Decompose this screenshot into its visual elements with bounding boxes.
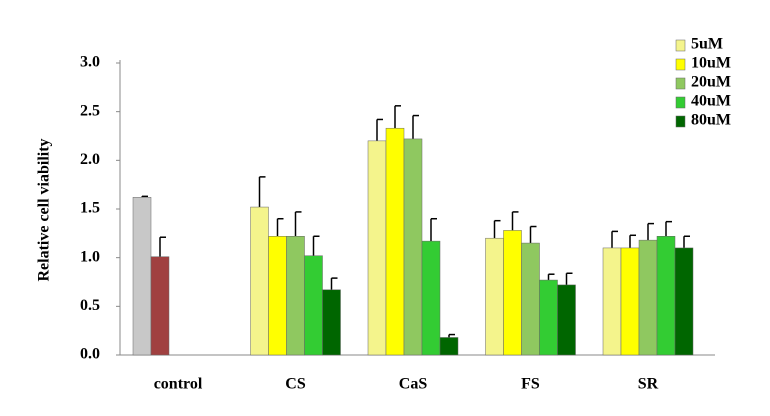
y-tick-label: 2.0 [80, 151, 100, 168]
bar [557, 284, 576, 356]
bar [403, 138, 423, 356]
bar [485, 237, 504, 356]
bar [503, 230, 522, 356]
y-tick-label: 0.5 [80, 297, 100, 314]
bar [132, 197, 152, 356]
bar [304, 255, 323, 356]
bar [674, 247, 694, 356]
bar [439, 337, 459, 356]
y-tick-label: 0.0 [80, 346, 100, 363]
bar [286, 236, 305, 356]
x-tick-label: SR [638, 376, 659, 393]
bar [268, 236, 287, 356]
legend-swatch [675, 96, 686, 109]
legend-label: 20uM [691, 74, 731, 91]
bar [322, 289, 341, 356]
bar [521, 242, 540, 356]
y-tick-label: 2.5 [80, 102, 100, 119]
legend-label: 5uM [691, 36, 723, 53]
x-tick-label: CS [285, 376, 306, 393]
bar [539, 279, 558, 356]
bar [620, 247, 640, 356]
legend-label: 80uM [691, 112, 731, 129]
x-tick-label: CaS [399, 376, 428, 393]
y-axis-label: Relative cell viability [36, 138, 53, 281]
legend-label: 10uM [691, 55, 731, 72]
legend-swatch [675, 58, 686, 71]
bar [367, 140, 387, 356]
bar [250, 206, 269, 356]
bar [385, 127, 405, 356]
bar [421, 240, 441, 356]
y-tick-label: 1.5 [80, 200, 100, 217]
bar [656, 236, 676, 356]
legend-swatch [675, 77, 686, 90]
legend-label: 40uM [691, 93, 731, 110]
x-tick-label: FS [521, 376, 540, 393]
bar [150, 256, 170, 356]
x-tick-label: control [154, 376, 203, 393]
legend-swatch [675, 115, 686, 128]
y-tick-label: 3.0 [80, 54, 100, 71]
bar [602, 247, 622, 356]
y-tick-label: 1.0 [80, 248, 100, 265]
legend-swatch [675, 39, 686, 52]
bar [638, 239, 658, 356]
